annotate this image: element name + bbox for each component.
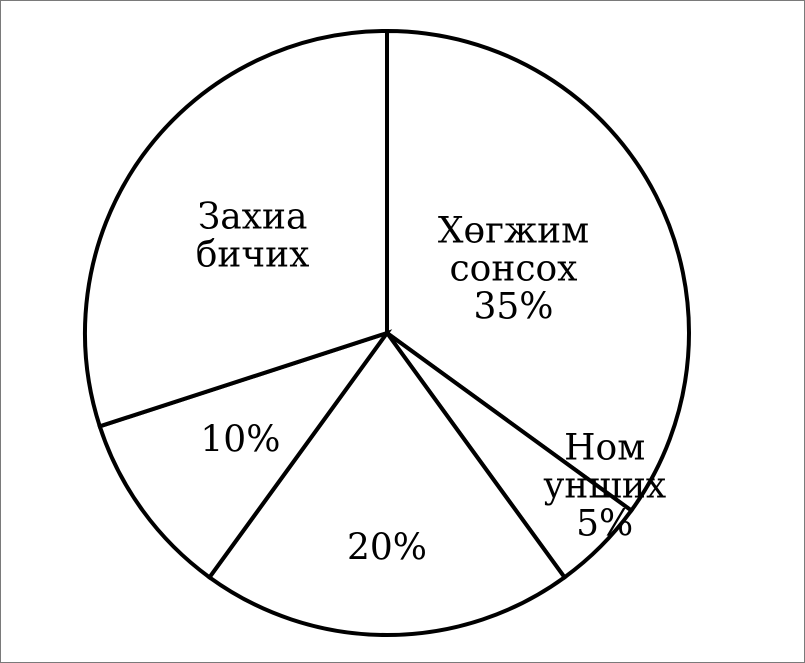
pie-slice-label-2: Ном унших 5%	[543, 427, 666, 544]
pie-slice-label-1-line-3: 35%	[473, 287, 553, 328]
pie-slice-label-1-line-2: сонсох	[450, 249, 578, 290]
pie-slice-label-3: 20%	[347, 527, 427, 568]
pie-labels: Хөгжим сонсох 35% Ном унших 5% 20% 10% Захиа бичи…	[196, 196, 666, 568]
pie-slice-label-5-line-2: бичих	[196, 234, 310, 275]
pie-slice-5	[83, 28, 389, 429]
pie-slice-label-4-line-1: 10%	[200, 420, 280, 461]
pie-slice-4	[97, 329, 393, 581]
pie-slice-label-2-line-2: унших	[543, 465, 666, 506]
pie-slices	[83, 28, 691, 637]
pie-slice-label-1: Хөгжим сонсох 35%	[438, 211, 589, 328]
pie-slice-3	[206, 329, 568, 637]
pie-slice-label-5-line-1: Захиа	[198, 196, 308, 237]
pie-slice-label-2-line-1: Ном	[564, 427, 645, 468]
pie-slice-1	[385, 28, 691, 514]
pie-slice-label-4: 10%	[200, 420, 280, 461]
pie-slice-label-2-line-3: 5%	[576, 503, 633, 544]
pie-slice-label-1-line-1: Хөгжим	[438, 211, 589, 252]
pie-slice-label-5: Захиа бичих	[196, 196, 310, 275]
pie-slice-label-3-line-1: 20%	[347, 527, 427, 568]
